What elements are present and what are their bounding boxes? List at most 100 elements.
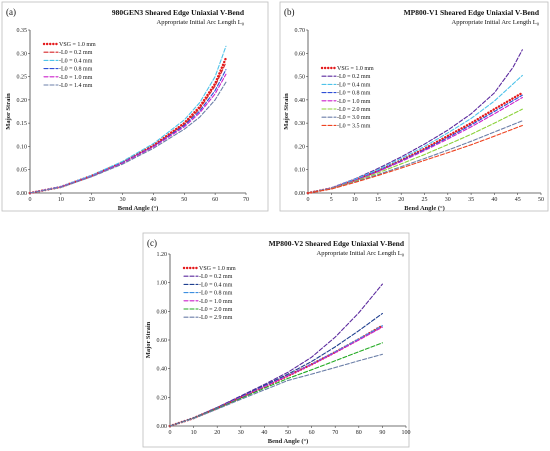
panel-frame <box>142 232 410 448</box>
x-tick-label: 30 <box>445 197 451 203</box>
chart-subtitle-subscript: 0 <box>242 22 245 27</box>
chart-subtitle-subscript: 0 <box>402 253 405 258</box>
legend-entry: -L0 = 0.4 mm <box>59 58 93 64</box>
legend-entry: -L0 = 0.2 mm <box>59 50 93 56</box>
x-tick-label: 50 <box>538 197 544 203</box>
x-tick-label: 40 <box>261 430 267 436</box>
legend-entry: -L0 = 1.0 mm <box>199 299 233 305</box>
y-tick-label: 0.20 <box>17 98 28 104</box>
panel-label: (b) <box>284 7 295 17</box>
y-tick-label: 0.40 <box>157 367 168 373</box>
legend-entry: -L0 = 3.5 mm <box>337 123 371 129</box>
legend-entry: VSG = 1.0 mm <box>59 42 96 48</box>
x-tick-label: 50 <box>181 197 187 203</box>
legend-entry: -L0 = 0.8 mm <box>199 291 233 297</box>
x-tick-label: 90 <box>379 430 385 436</box>
y-tick-label: 0.60 <box>295 51 306 57</box>
y-axis-label: Major Strain <box>5 93 12 130</box>
series-line-3 <box>307 74 523 194</box>
y-tick-label: 0.20 <box>157 395 168 401</box>
chart-subtitle: Appropriate Initial Arc Length L0 <box>157 19 245 27</box>
series-line-6 <box>29 81 227 194</box>
x-axis-label: Bend Angle (°) <box>404 205 445 212</box>
y-tick-label: 0.80 <box>157 309 168 315</box>
y-tick-label: 0.50 <box>295 75 306 81</box>
y-tick-label: 1.00 <box>157 281 168 287</box>
y-axis-label: Major Strain <box>145 321 152 358</box>
legend-entry: -L0 = 0.4 mm <box>337 82 371 88</box>
x-tick-label: 0 <box>169 430 172 436</box>
x-tick-label: 20 <box>398 197 404 203</box>
legend-entry: -L0 = 1.4 mm <box>59 83 93 89</box>
legend-entry: -L0 = 2.0 mm <box>337 107 371 113</box>
y-tick-label: 0.30 <box>17 51 28 57</box>
y-tick-label: 0.15 <box>17 121 28 127</box>
legend-entry: VSG = 1.0 mm <box>337 66 374 72</box>
y-tick-label: 0.05 <box>17 168 28 174</box>
x-tick-label: 20 <box>89 197 95 203</box>
legend-entry: -L0 = 0.2 mm <box>199 274 233 280</box>
x-tick-label: 70 <box>332 430 338 436</box>
series-line-2 <box>307 49 523 194</box>
x-tick-label: 30 <box>238 430 244 436</box>
x-tick-label: 100 <box>402 430 411 436</box>
legend-entry: -L0 = 3.0 mm <box>337 115 371 121</box>
x-tick-label: 40 <box>491 197 497 203</box>
x-tick-label: 10 <box>191 430 197 436</box>
y-tick-label: 1.20 <box>157 252 168 258</box>
y-tick-label: 0.40 <box>295 98 306 104</box>
x-tick-label: 60 <box>309 430 315 436</box>
x-tick-label: 35 <box>468 197 474 203</box>
panel-frame <box>279 1 549 212</box>
y-tick-label: 0.60 <box>157 338 168 344</box>
y-tick-label: 0.30 <box>295 121 306 127</box>
x-tick-label: 15 <box>375 197 381 203</box>
panel-frame <box>1 1 269 212</box>
y-tick-label: 0.00 <box>295 191 306 197</box>
x-tick-label: 30 <box>120 197 126 203</box>
panel-label: (c) <box>147 238 157 248</box>
y-tick-label: 0.35 <box>17 28 28 34</box>
x-axis-label: Bend Angle (°) <box>268 438 309 445</box>
x-tick-label: 10 <box>352 197 358 203</box>
x-tick-label: 20 <box>214 430 220 436</box>
chart-subtitle: Appropriate Initial Arc Length L0 <box>317 250 405 258</box>
legend-entry: -L0 = 1.0 mm <box>59 75 93 81</box>
chart-panel-1: 0 10 20 30 40 50 60 70 0.00 0.05 0.10 0.15 0.20 0.25 0… <box>1 1 269 212</box>
y-tick-label: 0.00 <box>157 424 168 430</box>
y-tick-label: 0.10 <box>295 168 306 174</box>
chart-subtitle-subscript: 0 <box>537 22 540 27</box>
legend-entry: -L0 = 0.4 mm <box>199 282 233 288</box>
legend-entry: -L0 = 1.0 mm <box>337 99 371 105</box>
y-tick-label: 0.25 <box>17 75 28 81</box>
x-tick-label: 0 <box>29 197 32 203</box>
legend-entry: -L0 = 0.2 mm <box>337 74 371 80</box>
x-tick-label: 80 <box>356 430 362 436</box>
x-tick-label: 60 <box>212 197 218 203</box>
legend-entry: -L0 = 2.9 mm <box>199 315 233 321</box>
y-tick-label: 0.10 <box>17 144 28 150</box>
series-line-7 <box>169 353 383 427</box>
x-tick-label: 10 <box>58 197 64 203</box>
series-line-8 <box>307 124 523 194</box>
y-axis-label: Major Strain <box>283 93 290 130</box>
chart-title: MP800-V1 Sheared Edge Uniaxial V-Bend <box>404 8 540 17</box>
legend-entry: VSG = 1.0 mm <box>199 266 236 272</box>
x-axis-label: Bend Angle (°) <box>118 205 159 212</box>
chart-title: 980GEN3 Sheared Edge Uniaxial V-Bend <box>112 8 245 17</box>
legend-entry: -L0 = 0.8 mm <box>59 67 93 73</box>
chart-panel-2: 0 5 10 15 20 25 30 35 40 45 50 0.00 0.10 0.20 0.30 0.40… <box>279 1 549 212</box>
y-tick-label: 0.70 <box>295 28 306 34</box>
x-tick-label: 45 <box>515 197 521 203</box>
chart-subtitle: Appropriate Initial Arc Length L0 <box>452 19 540 27</box>
x-tick-label: 25 <box>422 197 428 203</box>
panel-label: (a) <box>6 7 16 17</box>
chart-panel-3: 0 10 20 30 40 50 60 70 80 90 100 0.00 0.20 0.40 0.60 0.… <box>142 232 411 448</box>
y-tick-label: 0.00 <box>17 191 28 197</box>
y-tick-label: 0.20 <box>295 144 306 150</box>
legend-entry: -L0 = 0.8 mm <box>337 91 371 97</box>
chart-title: MP800-V2 Sheared Edge Uniaxial V-Bend <box>269 239 405 248</box>
x-tick-label: 5 <box>330 197 333 203</box>
series-line-3 <box>29 45 227 194</box>
